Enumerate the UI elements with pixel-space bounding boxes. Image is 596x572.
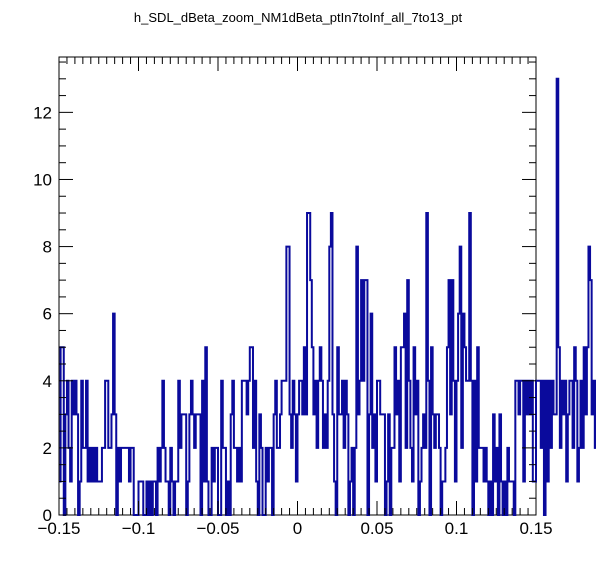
y-tick-label: 2 — [43, 439, 52, 458]
x-tick-label: −0.05 — [196, 519, 239, 538]
chart-title: h_SDL_dBeta_zoom_NM1dBeta_ptIn7toInf_all… — [133, 10, 463, 25]
x-tick-label: 0.05 — [360, 519, 393, 538]
histogram-series — [59, 77, 596, 516]
y-tick-label: 12 — [33, 103, 52, 122]
x-tick-label: 0.15 — [519, 519, 552, 538]
x-tick-label: −0.15 — [37, 519, 80, 538]
y-tick-label: 4 — [43, 372, 52, 391]
y-tick-label: 6 — [43, 305, 52, 324]
y-tick-label: 10 — [33, 170, 52, 189]
x-tick-label: 0.1 — [445, 519, 469, 538]
y-tick-label: 0 — [43, 506, 52, 525]
y-tick-label: 8 — [43, 238, 52, 257]
x-tick-label: −0.1 — [122, 519, 156, 538]
x-tick-label: 0 — [293, 519, 302, 538]
